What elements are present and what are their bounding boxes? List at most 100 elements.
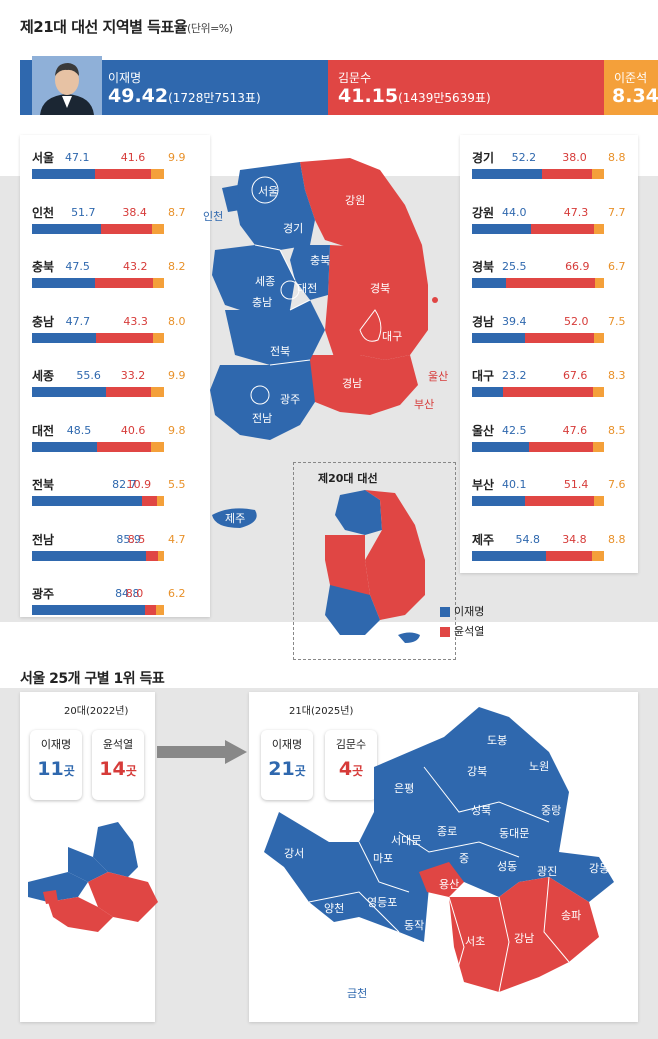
- map-geumcheon: 금천: [347, 986, 367, 1000]
- value-kim: 47.3: [563, 205, 589, 219]
- map-gangwon: [300, 158, 422, 250]
- lee-value: 49.42(1728만7513표): [108, 85, 261, 107]
- map-guro: 구로: [309, 927, 329, 940]
- bar-kim: [505, 278, 596, 288]
- bar-leejs: [153, 332, 164, 343]
- region-row-제주: 제주 54.8 34.8 8.8: [460, 531, 638, 583]
- korea-map: 서울 인천 경기 강원 충북 세종 대전 충남 경북 대구 전북 광주 전남 경…: [203, 158, 448, 528]
- value-lee: 47.1: [65, 151, 90, 164]
- value-leejs: 9.9: [168, 369, 186, 382]
- value-kim: 38.4: [122, 205, 147, 219]
- label-ulsan: 울산: [428, 370, 448, 383]
- value-kim: 51.4: [563, 478, 589, 491]
- map-jung: 중: [459, 852, 469, 865]
- bar-kim: [96, 441, 151, 452]
- map-gyeongnam: [305, 355, 418, 415]
- region-name: 충북: [32, 260, 55, 274]
- inset-box: [293, 462, 456, 660]
- lee-segment: 이재명 49.42(1728만7513표): [20, 56, 328, 115]
- bar-kim: [530, 223, 594, 234]
- value-lee: 40.1: [502, 478, 527, 491]
- bar-lee: [472, 223, 531, 234]
- map-chungbuk: [290, 245, 330, 300]
- bar-lee: [472, 387, 503, 397]
- value-lee: 44.0: [502, 205, 527, 219]
- bar-kim: [95, 169, 151, 179]
- map-chungnam: [212, 245, 295, 315]
- region-name: 경북: [472, 260, 495, 274]
- seoul-21-panel: 21대(2025년) 이재명 21곳 김문수 4곳 도봉 노원 강북 은평 성북…: [249, 692, 638, 1022]
- value-lee: 25.5: [502, 260, 527, 273]
- bar-kim: [101, 223, 153, 234]
- map-dobong: 도봉: [487, 734, 507, 747]
- region-name: 전남: [32, 532, 55, 547]
- p21-label: 21대(2025년): [289, 706, 354, 717]
- bar-leejs: [592, 550, 604, 561]
- inset-map: [325, 490, 425, 643]
- region-row-전북: 전북 82.7 10.9 5.5: [20, 476, 210, 528]
- value-lee: 55.6: [76, 369, 101, 382]
- leejs-name: 이준석: [614, 71, 648, 85]
- label-chungbuk: 충북: [310, 254, 330, 267]
- legend-lee: 이재명: [440, 603, 484, 619]
- bar-lee: [32, 223, 102, 234]
- map-gyeongbuk: [325, 245, 428, 360]
- map-jeju: [212, 508, 257, 528]
- label-sejong: 세종: [255, 275, 275, 288]
- kim-segment: 김문수 41.15(1439만5639표): [328, 60, 604, 115]
- leejs-segment: 이준석 8.34: [604, 60, 658, 115]
- bar-kim: [545, 550, 593, 561]
- map-seongbuk: 성북: [471, 804, 491, 817]
- label-busan: 부산: [414, 398, 434, 411]
- map-gangdong: 강동: [589, 862, 609, 875]
- lee-name: 이재명: [108, 71, 142, 85]
- bar-leejs: [593, 223, 604, 234]
- p21-card-a: 이재명 21곳: [261, 730, 313, 800]
- bar-kim: [528, 441, 593, 452]
- value-kim: 8.0: [125, 587, 144, 600]
- label-seoul: 서울: [258, 185, 278, 198]
- value-kim: 10.9: [126, 478, 152, 491]
- label-jeonbuk: 전북: [270, 345, 290, 358]
- map-jongno: 종로: [437, 825, 457, 838]
- bar-lee: [472, 169, 542, 179]
- region-row-광주: 광주 84.8 8.0 6.2: [20, 585, 210, 637]
- region-row-강원: 강원 44.0 47.3 7.7: [460, 204, 638, 256]
- p20-card-a: 이재명 11곳: [30, 730, 82, 800]
- region-name: 제주: [472, 532, 495, 547]
- value-lee: 23.2: [502, 369, 527, 382]
- label-jeju: 제주: [225, 512, 245, 525]
- map-yeongdeungpo: 영등포: [367, 896, 397, 909]
- region-name: 대구: [472, 369, 495, 383]
- bar-kim: [541, 169, 593, 179]
- bar-leejs: [150, 387, 164, 397]
- value-kim: 66.9: [565, 260, 590, 273]
- region-row-서울: 서울 47.1 41.6 9.9: [20, 149, 210, 201]
- region-name: 강원: [472, 205, 495, 220]
- label-chungnam: 충남: [252, 296, 272, 309]
- map-gangnam: 강남: [514, 932, 534, 945]
- bar-leejs: [592, 441, 604, 452]
- bar-lee: [32, 496, 143, 506]
- bar-leejs: [156, 496, 164, 506]
- region-row-경기: 경기 52.2 38.0 8.8: [460, 149, 638, 201]
- candidate-photo: [32, 56, 102, 115]
- region-row-부산: 부산 40.1 51.4 7.6: [460, 476, 638, 528]
- bar-kim: [106, 387, 151, 397]
- region-bars-left: 서울 47.1 41.6 9.9 인천 51.7 38.4 8.7 충북 47.5 43.2 8.2 충…: [20, 135, 210, 617]
- value-leejs: 7.5: [608, 314, 626, 328]
- map-yongsan: 용산: [439, 878, 459, 891]
- p21-card-b: 김문수 4곳: [325, 730, 377, 800]
- map-gyeonggi: [235, 162, 315, 250]
- region-name: 대전: [32, 423, 55, 438]
- region-row-인천: 인천 51.7 38.4 8.7: [20, 204, 210, 256]
- map-songpa: 송파: [561, 909, 581, 922]
- bar-kim: [142, 496, 157, 506]
- bar-lee: [472, 278, 506, 288]
- value-kim: 40.6: [120, 423, 146, 437]
- region-row-울산: 울산 42.5 47.6 8.5: [460, 422, 638, 474]
- map-jeonnam: [210, 360, 315, 440]
- bar-leejs: [150, 441, 164, 452]
- map-dongdaemun: 동대문: [499, 827, 529, 840]
- bar-leejs: [593, 332, 604, 343]
